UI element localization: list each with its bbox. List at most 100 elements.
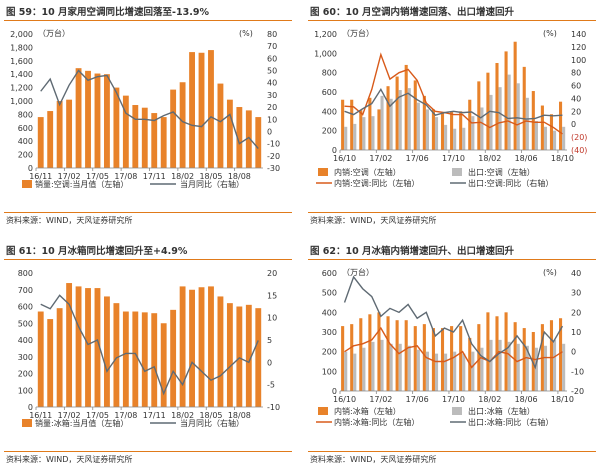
bar (425, 351, 429, 391)
bar (75, 68, 82, 168)
bar (37, 311, 44, 407)
y-tick-label: 600 (18, 303, 33, 312)
bar (440, 328, 445, 391)
bar (549, 320, 554, 391)
bar (37, 117, 44, 168)
bar (208, 286, 214, 407)
bar (236, 306, 243, 407)
bar (416, 349, 420, 391)
legend-swatch (452, 407, 462, 415)
y2-tick-label: 20 (267, 269, 277, 278)
bar (450, 111, 454, 150)
x-tick-label: 18/02 (171, 172, 194, 181)
y2-tick-label: 20 (571, 308, 581, 317)
bar (47, 319, 54, 407)
bar (122, 311, 129, 407)
bar (422, 95, 426, 150)
bar (495, 63, 499, 150)
y2-tick-label: (20) (571, 133, 587, 142)
bar (559, 101, 563, 150)
y2-tick-label: -10 (571, 367, 584, 376)
bar (189, 52, 195, 169)
bar (434, 117, 439, 150)
y-tick-label: 1,200 (314, 30, 337, 39)
y-tick-label: 1,200 (10, 84, 33, 93)
y2-tick-label: (40) (571, 146, 587, 155)
title-rule (308, 259, 596, 260)
bar (522, 66, 526, 150)
bar (236, 107, 243, 168)
left-axis-unit: （万台） (342, 28, 374, 38)
bar (368, 97, 372, 150)
bar (559, 318, 563, 391)
y2-tick-label: 60 (571, 82, 581, 91)
bottom-rule (308, 212, 596, 213)
y2-tick-label: 30 (571, 289, 581, 298)
y-tick-label: 800 (18, 110, 33, 119)
title-rule (4, 259, 292, 260)
bar (413, 80, 417, 150)
bar (553, 130, 557, 150)
bar (179, 286, 186, 407)
bar (453, 128, 457, 150)
bar (553, 339, 557, 391)
y2-tick-label: 20 (267, 103, 277, 112)
x-tick-label: 17/02 (369, 395, 392, 404)
bar (217, 296, 224, 407)
series-line (343, 275, 564, 370)
x-tick-label: 17/11 (143, 411, 166, 420)
series-line (40, 294, 259, 396)
bar (531, 332, 535, 391)
y-tick-label: 600 (322, 269, 337, 278)
chart-plot: （万台） (%) 0 200 400 600 800 1,000 1,200 (40) (20) 0 2… (314, 28, 587, 188)
bar (353, 123, 357, 150)
bar (507, 341, 511, 391)
y-tick-label: 1,400 (10, 70, 33, 79)
bar (444, 124, 448, 150)
bar (341, 326, 345, 391)
chart-panel-59: 图 59：10 月家用空调同比增速回落至-13.9% （万台） (%) 0 200 40… (0, 0, 296, 230)
bar (468, 99, 472, 150)
bar (255, 308, 262, 407)
bar (389, 343, 393, 391)
x-tick-label: 17/06 (406, 154, 429, 163)
bar (413, 326, 417, 391)
y-tick-label: 300 (322, 328, 337, 337)
bar (170, 309, 177, 407)
bar (516, 343, 520, 391)
bar (350, 324, 354, 391)
bar (516, 83, 520, 150)
legend-swatch (318, 168, 328, 176)
bar (179, 82, 186, 168)
bottom-rule (4, 212, 292, 213)
bar (398, 343, 402, 391)
bar (255, 117, 262, 168)
bar (513, 322, 517, 391)
y-tick-label: 1,000 (314, 49, 337, 58)
y2-tick-label: 100 (571, 56, 586, 65)
bar (416, 102, 420, 150)
chart-plot: （万台） (%) 0 100 200 300 400 500 600 -20 -10 0 10 20 30 4… (316, 267, 584, 427)
y-tick-label: 100 (18, 386, 33, 395)
bar (480, 347, 484, 391)
bar (341, 99, 345, 150)
bar (404, 64, 408, 150)
y2-tick-label: 70 (267, 42, 277, 51)
x-tick-label: 17/02 (58, 411, 81, 420)
bar (160, 323, 167, 407)
x-tick-label: 16/10 (333, 395, 356, 404)
x-tick-label: 16/10 (333, 154, 356, 163)
bar (245, 110, 252, 168)
bar (489, 94, 493, 150)
bar (371, 116, 375, 150)
y2-tick-label: 80 (571, 69, 581, 78)
chart-title: 图 60：10 月空调内销增速回落、出口增速回升 (310, 7, 515, 18)
y-tick-label: 600 (18, 124, 33, 133)
chart-title: 图 59：10 月家用空调同比增速回落至-13.9% (6, 7, 209, 18)
bar (380, 339, 384, 391)
bar (498, 87, 502, 150)
bar (459, 326, 463, 391)
y2-tick-label: 140 (571, 30, 586, 39)
bar (504, 51, 508, 150)
bottom-rule (4, 451, 292, 452)
